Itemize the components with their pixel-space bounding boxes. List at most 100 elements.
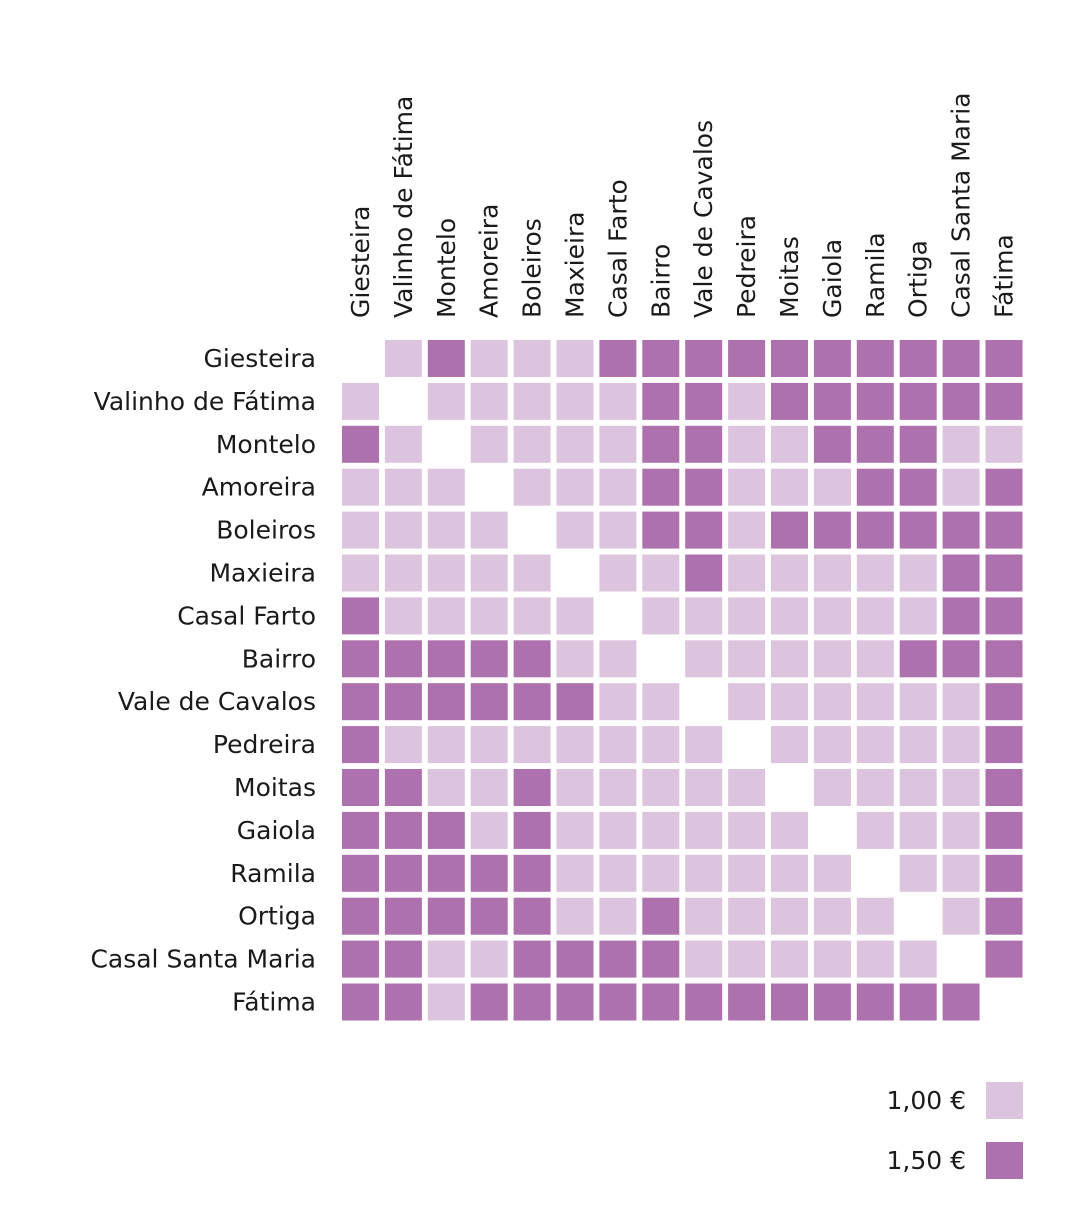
cell-ramila-to-moitas bbox=[771, 854, 808, 892]
row-label-montelo: Montelo bbox=[216, 430, 316, 459]
cell-boleiros-to-valinho-de-fatima bbox=[384, 511, 422, 549]
cell-giesteira-to-vale-de-cavalos bbox=[685, 340, 723, 377]
cell-montelo-to-moitas bbox=[771, 425, 808, 463]
cell-vale-de-cavalos-to-casal-santa-maria bbox=[942, 683, 980, 721]
cell-vale-de-cavalos-to-gaiola bbox=[813, 683, 851, 721]
cell-casal-farto-to-amoreira bbox=[470, 597, 508, 635]
cell-ortiga-to-bairro bbox=[642, 897, 680, 935]
cell-valinho-de-fatima-to-maxieira bbox=[556, 382, 594, 420]
cell-bairro-to-moitas bbox=[771, 640, 808, 678]
cell-boleiros-to-pedreira bbox=[728, 511, 766, 549]
row-label-vale-de-cavalos: Vale de Cavalos bbox=[118, 687, 316, 716]
cell-boleiros-to-bairro bbox=[642, 511, 680, 549]
cell-vale-de-cavalos-to-casal-farto bbox=[599, 683, 637, 721]
cell-vale-de-cavalos-to-amoreira bbox=[470, 683, 508, 721]
cell-moitas-to-pedreira bbox=[728, 769, 766, 806]
cell-valinho-de-fatima-to-montelo bbox=[427, 382, 465, 420]
column-label-casal-farto: Casal Farto bbox=[603, 179, 632, 318]
cell-montelo-to-casal-farto bbox=[599, 425, 637, 463]
column-label-ortiga: Ortiga bbox=[904, 240, 933, 318]
cell-ramila-to-bairro bbox=[642, 854, 680, 892]
cell-valinho-de-fatima-to-casal-santa-maria bbox=[942, 382, 980, 420]
cell-valinho-de-fatima-to-vale-de-cavalos bbox=[685, 382, 723, 420]
cell-boleiros-to-giesteira bbox=[342, 511, 379, 549]
cell-moitas-to-casal-farto bbox=[599, 769, 637, 806]
cell-ortiga-to-boleiros bbox=[513, 897, 551, 935]
cell-boleiros-to-montelo bbox=[427, 511, 465, 549]
cell-fatima-to-amoreira bbox=[470, 983, 508, 1021]
column-label-montelo: Montelo bbox=[432, 218, 461, 318]
cell-bairro-to-boleiros bbox=[513, 640, 551, 678]
cell-valinho-de-fatima-to-bairro bbox=[642, 382, 680, 420]
cell-fatima-to-casal-santa-maria bbox=[942, 983, 980, 1021]
cell-gaiola-to-ramila bbox=[856, 811, 894, 849]
column-label-bairro: Bairro bbox=[646, 244, 675, 318]
cell-amoreira-to-vale-de-cavalos bbox=[685, 468, 723, 506]
cell-bairro-to-ortiga bbox=[899, 640, 937, 678]
cell-bairro-to-gaiola bbox=[813, 640, 851, 678]
column-label-fatima: Fátima bbox=[990, 234, 1019, 318]
cell-valinho-de-fatima-to-amoreira bbox=[470, 382, 508, 420]
cell-gaiola-to-bairro bbox=[642, 811, 680, 849]
cell-ramila-to-maxieira bbox=[556, 854, 594, 892]
cell-casal-farto-to-boleiros bbox=[513, 597, 551, 635]
cell-giesteira-to-fatima bbox=[985, 340, 1023, 377]
cell-pedreira-to-ortiga bbox=[899, 726, 937, 764]
cell-casal-farto-to-casal-santa-maria bbox=[942, 597, 980, 635]
row-label-casal-farto: Casal Farto bbox=[177, 601, 316, 630]
cell-moitas-to-bairro bbox=[642, 769, 680, 806]
cell-pedreira-to-moitas bbox=[771, 726, 808, 764]
cell-ortiga-to-valinho-de-fatima bbox=[384, 897, 422, 935]
cell-ortiga-to-montelo bbox=[427, 897, 465, 935]
cell-bairro-to-giesteira bbox=[342, 640, 379, 678]
cell-casal-santa-maria-to-vale-de-cavalos bbox=[685, 940, 723, 978]
cell-gaiola-to-giesteira bbox=[342, 811, 379, 849]
cell-giesteira-to-ortiga bbox=[899, 340, 937, 377]
cell-pedreira-to-fatima bbox=[985, 726, 1023, 764]
cell-ramila-to-casal-farto bbox=[599, 854, 637, 892]
cell-giesteira-to-casal-farto bbox=[599, 340, 637, 377]
cell-moitas-to-ramila bbox=[856, 769, 894, 806]
cell-montelo-to-ramila bbox=[856, 425, 894, 463]
cell-pedreira-to-ramila bbox=[856, 726, 894, 764]
cell-maxieira-to-bairro bbox=[642, 554, 680, 592]
cell-ramila-to-montelo bbox=[427, 854, 465, 892]
cell-gaiola-to-amoreira bbox=[470, 811, 508, 849]
cell-boleiros-to-moitas bbox=[771, 511, 808, 549]
cell-fatima-to-ortiga bbox=[899, 983, 937, 1021]
cell-gaiola-to-vale-de-cavalos bbox=[685, 811, 723, 849]
cell-casal-santa-maria-to-bairro bbox=[642, 940, 680, 978]
cell-maxieira-to-fatima bbox=[985, 554, 1023, 592]
column-label-moitas: Moitas bbox=[775, 236, 804, 318]
cell-montelo-to-vale-de-cavalos bbox=[685, 425, 723, 463]
cell-casal-farto-to-bairro bbox=[642, 597, 680, 635]
cell-montelo-to-pedreira bbox=[728, 425, 766, 463]
cell-casal-santa-maria-to-ortiga bbox=[899, 940, 937, 978]
cell-amoreira-to-casal-farto bbox=[599, 468, 637, 506]
cell-valinho-de-fatima-to-pedreira bbox=[728, 382, 766, 420]
column-label-casal-santa-maria: Casal Santa Maria bbox=[947, 92, 976, 318]
cell-fatima-to-gaiola bbox=[813, 983, 851, 1021]
cell-ramila-to-ortiga bbox=[899, 854, 937, 892]
cell-ortiga-to-giesteira bbox=[342, 897, 379, 935]
cell-ramila-to-amoreira bbox=[470, 854, 508, 892]
cell-gaiola-to-valinho-de-fatima bbox=[384, 811, 422, 849]
cell-pedreira-to-vale-de-cavalos bbox=[685, 726, 723, 764]
cell-fatima-to-bairro bbox=[642, 983, 680, 1021]
cell-pedreira-to-bairro bbox=[642, 726, 680, 764]
cell-moitas-to-boleiros bbox=[513, 769, 551, 806]
cell-ortiga-to-moitas bbox=[771, 897, 808, 935]
cell-montelo-to-fatima bbox=[985, 425, 1023, 463]
column-label-pedreira: Pedreira bbox=[732, 215, 761, 318]
cell-boleiros-to-ramila bbox=[856, 511, 894, 549]
cell-moitas-to-gaiola bbox=[813, 769, 851, 806]
column-label-gaiola: Gaiola bbox=[818, 239, 847, 318]
row-label-pedreira: Pedreira bbox=[213, 730, 316, 759]
cell-casal-farto-to-maxieira bbox=[556, 597, 594, 635]
cell-fatima-to-ramila bbox=[856, 983, 894, 1021]
cell-pedreira-to-boleiros bbox=[513, 726, 551, 764]
cell-montelo-to-amoreira bbox=[470, 425, 508, 463]
cell-boleiros-to-maxieira bbox=[556, 511, 594, 549]
cell-moitas-to-amoreira bbox=[470, 769, 508, 806]
